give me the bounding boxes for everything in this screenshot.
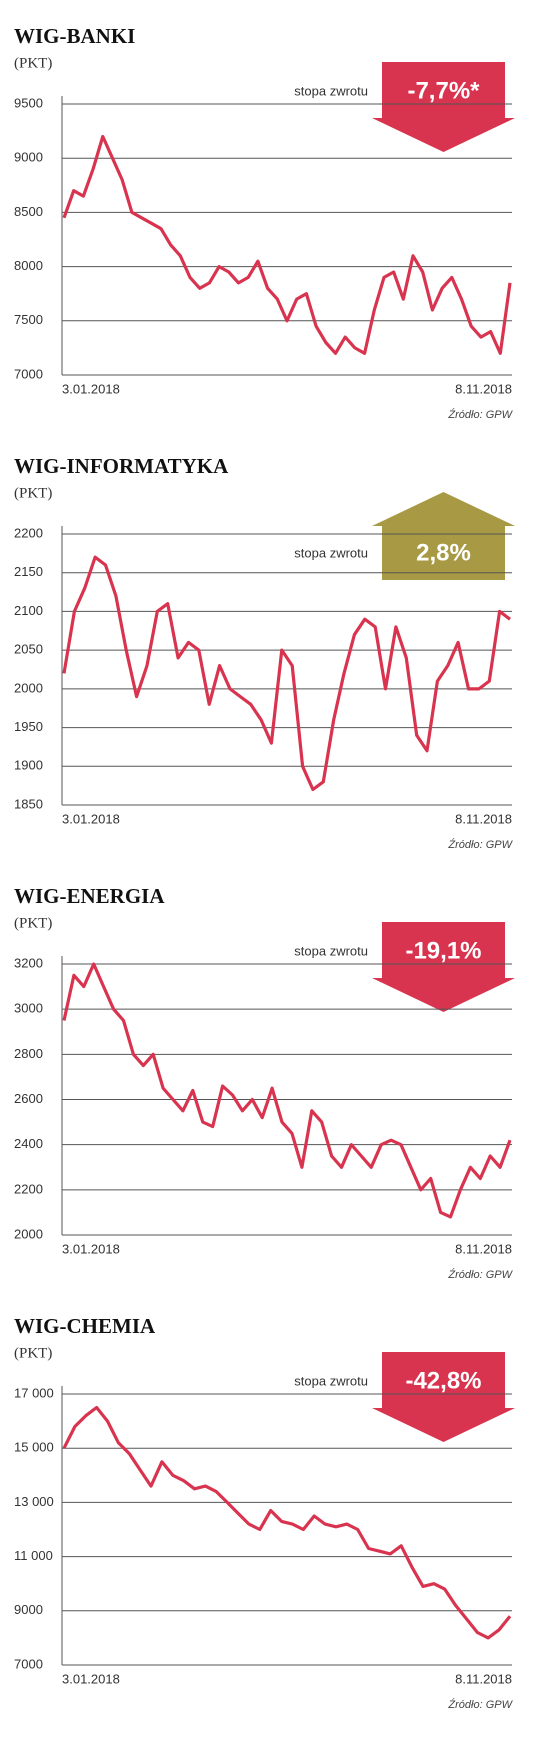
panel-title: WIG-INFORMATYKA bbox=[14, 454, 229, 478]
x-tick-label: 3.01.2018 bbox=[62, 811, 120, 826]
return-value: 2,8% bbox=[416, 539, 471, 566]
return-caption: stopa zwrotu bbox=[294, 83, 368, 98]
y-tick-label: 11 000 bbox=[14, 1548, 53, 1563]
y-tick-label: 9000 bbox=[14, 1602, 43, 1617]
panel-title: WIG-CHEMIA bbox=[14, 1314, 156, 1338]
y-tick-label: 2200 bbox=[14, 525, 43, 540]
y-tick-label: 3000 bbox=[14, 1001, 43, 1016]
y-axis-unit: (PKT) bbox=[14, 915, 52, 931]
y-tick-label: 13 000 bbox=[14, 1494, 54, 1509]
return-badge bbox=[372, 62, 515, 152]
y-tick-label: 1850 bbox=[14, 796, 43, 811]
source-note: Źródło: GPW bbox=[447, 838, 513, 851]
y-axis-unit: (PKT) bbox=[14, 485, 52, 501]
return-caption: stopa zwrotu bbox=[294, 943, 368, 958]
return-badge bbox=[372, 922, 515, 1012]
data-line bbox=[62, 134, 512, 355]
return-value: -7,7%* bbox=[407, 77, 480, 104]
return-value: -19,1% bbox=[405, 937, 481, 964]
data-line bbox=[62, 555, 511, 792]
data-line bbox=[62, 962, 512, 1219]
y-tick-label: 7000 bbox=[14, 366, 43, 381]
data-line bbox=[62, 1405, 512, 1640]
y-tick-label: 2100 bbox=[14, 603, 43, 618]
panel-title: WIG-BANKI bbox=[14, 24, 135, 48]
y-axis-unit: (PKT) bbox=[14, 55, 52, 71]
y-tick-label: 2800 bbox=[14, 1046, 43, 1061]
source-note: Źródło: GPW bbox=[447, 1268, 513, 1281]
y-tick-label: 8000 bbox=[14, 258, 43, 273]
x-tick-label: 3.01.2018 bbox=[62, 1241, 120, 1256]
y-tick-label: 2150 bbox=[14, 564, 43, 579]
y-tick-label: 2200 bbox=[14, 1181, 43, 1196]
source-note: Źródło: GPW bbox=[447, 1698, 513, 1711]
y-tick-label: 3200 bbox=[14, 955, 43, 970]
y-tick-label: 7500 bbox=[14, 312, 43, 327]
y-tick-label: 15 000 bbox=[14, 1440, 54, 1455]
return-caption: stopa zwrotu bbox=[294, 545, 368, 560]
x-tick-label: 8.11.2018 bbox=[455, 1671, 512, 1686]
return-badge bbox=[372, 492, 515, 580]
y-tick-label: 8500 bbox=[14, 204, 43, 219]
y-tick-label: 9500 bbox=[14, 95, 43, 110]
y-tick-label: 2400 bbox=[14, 1136, 43, 1151]
return-value: -42,8% bbox=[405, 1367, 481, 1394]
y-tick-label: 2050 bbox=[14, 642, 43, 657]
x-tick-label: 8.11.2018 bbox=[455, 381, 512, 396]
y-axis-unit: (PKT) bbox=[14, 1345, 52, 1361]
y-tick-label: 9000 bbox=[14, 150, 43, 165]
y-tick-label: 7000 bbox=[14, 1656, 43, 1671]
x-tick-label: 8.11.2018 bbox=[455, 1241, 512, 1256]
return-badge bbox=[372, 1352, 515, 1442]
return-caption: stopa zwrotu bbox=[294, 1373, 368, 1388]
y-tick-label: 2000 bbox=[14, 680, 43, 695]
x-tick-label: 3.01.2018 bbox=[62, 1671, 120, 1686]
y-tick-label: 1900 bbox=[14, 758, 43, 773]
y-tick-label: 1950 bbox=[14, 719, 43, 734]
y-tick-label: 17 000 bbox=[14, 1385, 54, 1400]
x-tick-label: 8.11.2018 bbox=[455, 811, 512, 826]
panel-title: WIG-ENERGIA bbox=[14, 884, 165, 908]
y-tick-label: 2600 bbox=[14, 1091, 43, 1106]
x-tick-label: 3.01.2018 bbox=[62, 381, 120, 396]
y-tick-label: 2000 bbox=[14, 1226, 43, 1241]
source-note: Źródło: GPW bbox=[447, 408, 513, 421]
